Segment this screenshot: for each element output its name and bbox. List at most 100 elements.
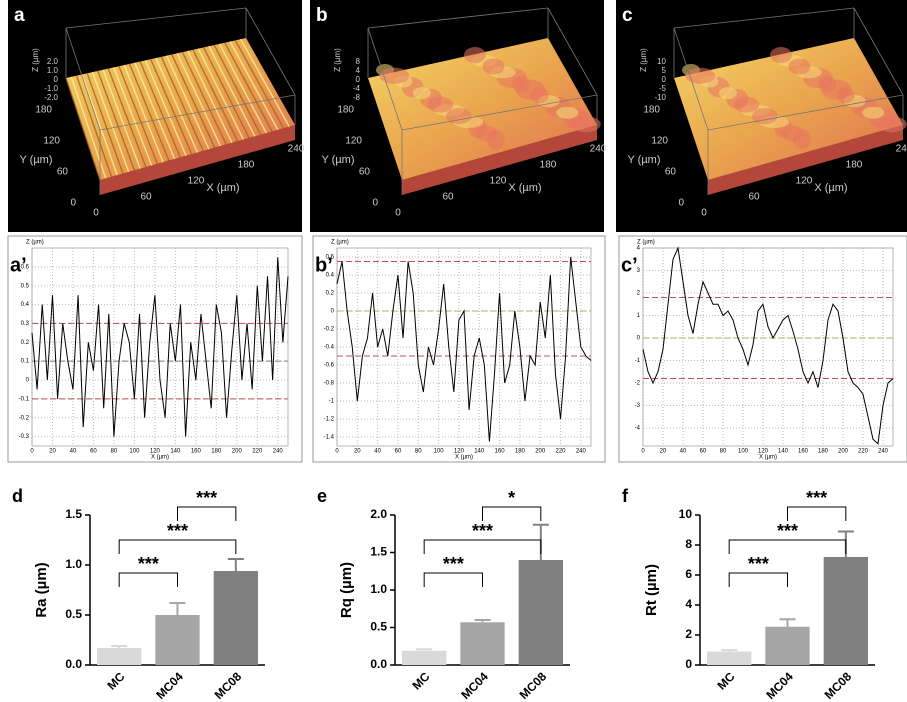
- surface-ridge: [187, 50, 233, 144]
- x-tick-label: 100: [129, 449, 140, 455]
- y-tick-label: 120: [651, 136, 668, 147]
- panel-label: d: [12, 486, 23, 506]
- y-tick-label: 2: [685, 627, 692, 641]
- y-axis-label: Rq (µm): [338, 562, 355, 618]
- surface-ridge: [192, 49, 239, 142]
- surface-grain: [862, 106, 885, 119]
- surface-ridge: [139, 61, 181, 158]
- box-edge: [367, 7, 549, 29]
- significance-label: *: [508, 488, 515, 508]
- x-axis-label: X (µm): [455, 455, 473, 461]
- z-axis-label: Z (µm): [639, 48, 648, 72]
- z-axis-label: Z (µm): [333, 48, 342, 72]
- significance-bracket: [177, 506, 237, 521]
- box-edge: [401, 94, 598, 131]
- error-bar: [111, 645, 128, 648]
- surface-ridge: [160, 56, 204, 152]
- y-tick-label: 1.5: [370, 545, 387, 559]
- y-tick-label: 120: [345, 136, 362, 147]
- surface-ridge: [165, 55, 210, 150]
- surface-ridge: [229, 41, 279, 131]
- axes-frame: [336, 247, 592, 447]
- y-tick-label: 10: [679, 507, 693, 521]
- significance-bracket: [423, 572, 483, 587]
- significance-label: ***: [167, 521, 188, 541]
- y-tick-label: 0.1: [21, 359, 30, 365]
- surface-grain: [718, 87, 737, 100]
- x-tick-label: MC08: [822, 669, 855, 702]
- box-edge: [673, 27, 709, 131]
- y-tick-label: 0.6: [326, 255, 335, 261]
- y-tick-label: 3: [637, 268, 641, 274]
- panel-label: b: [316, 5, 328, 26]
- surface-grain: [515, 79, 546, 100]
- panel-label: a’: [10, 254, 27, 276]
- x-tick-label: 180: [515, 449, 526, 455]
- x-tick-label: 80: [111, 449, 118, 455]
- x-tick-label: 240: [288, 144, 305, 155]
- significance-bracket: [423, 539, 542, 554]
- y-tick-label: 0.5: [370, 620, 387, 634]
- profile-line: [31, 257, 289, 437]
- surface-ridge: [75, 75, 113, 177]
- y-tick-label: -0.2: [19, 415, 30, 421]
- surface-side: [100, 125, 295, 195]
- x-tick-label: 160: [191, 449, 202, 455]
- surface-ridge: [176, 52, 222, 147]
- y-tick-label: -0.3: [19, 434, 30, 440]
- x-tick-label: 80: [415, 449, 422, 455]
- y-axis-label: Ra (µm): [33, 562, 50, 617]
- surface-ridge: [208, 45, 256, 137]
- y-tick-label: 60: [359, 167, 371, 178]
- y-tick-label: 0.4: [326, 273, 335, 279]
- x-tick-label: 140: [170, 449, 181, 455]
- x-tick-label: 200: [535, 449, 546, 455]
- x-tick-label: 180: [818, 449, 829, 455]
- y-axis-label: Z (µm): [637, 240, 655, 246]
- y-tick-label: 2: [637, 291, 641, 297]
- x-tick-label: 220: [858, 449, 869, 455]
- y-tick-label: 60: [57, 167, 69, 178]
- surface-top: [368, 38, 597, 180]
- y-tick-label: -3: [635, 403, 641, 409]
- x-tick-label: 200: [838, 449, 849, 455]
- bar: [213, 571, 258, 665]
- x-tick-label: 80: [720, 449, 727, 455]
- y-tick-label: -0.6: [324, 363, 335, 369]
- bar: [707, 651, 752, 665]
- y-tick-label: 180: [643, 105, 660, 116]
- surface-ridge: [144, 60, 187, 157]
- z-tick-label: 0: [356, 75, 361, 84]
- y-axis-label: Y (µm): [19, 154, 52, 166]
- y-axis-label: Rt (µm): [643, 564, 660, 616]
- z-tick-label: 10: [657, 57, 666, 66]
- error-bar: [416, 648, 433, 651]
- box-edge: [547, 7, 598, 96]
- z-tick-label: -1.0: [44, 84, 58, 93]
- x-tick-label: 0: [93, 208, 99, 219]
- y-tick-label: 8: [685, 537, 692, 551]
- x-tick-label: 60: [748, 192, 760, 203]
- y-tick-label: -2: [635, 381, 641, 387]
- bar: [823, 557, 868, 665]
- x-tick-label: 160: [798, 449, 809, 455]
- surface-grain: [482, 58, 505, 75]
- x-tick-label: 40: [70, 449, 77, 455]
- x-tick-label: 100: [434, 449, 445, 455]
- box-edge: [853, 7, 904, 96]
- plot-frame: [312, 235, 606, 463]
- x-tick-label: 180: [211, 449, 222, 455]
- x-axis-label: X (µm): [151, 455, 169, 461]
- y-tick-label: 0.2: [326, 291, 335, 297]
- surface-ridge: [107, 68, 147, 168]
- error-bar: [169, 602, 186, 615]
- x-tick-label: 60: [700, 449, 707, 455]
- significance-bracket: [787, 506, 847, 521]
- significance-bracket: [728, 572, 788, 587]
- y-tick-label: 1.0: [65, 557, 82, 571]
- significance-label: ***: [138, 554, 159, 574]
- x-tick-label: 40: [680, 449, 687, 455]
- x-tick-label: MC08: [212, 669, 245, 702]
- panel-label: a: [14, 5, 25, 26]
- surface-ridge: [171, 54, 216, 148]
